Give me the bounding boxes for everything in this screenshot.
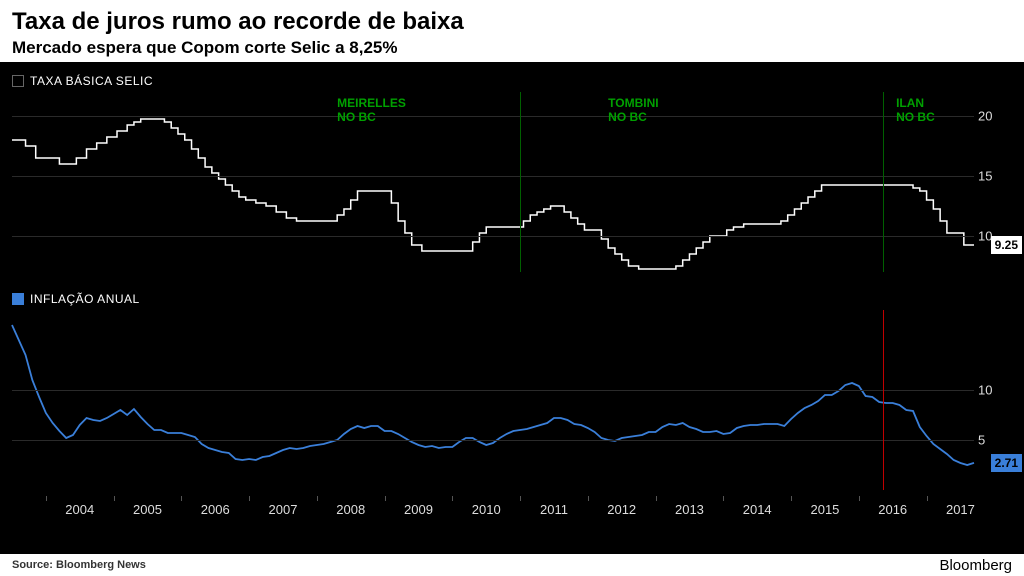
chart-container: Taxa de juros rumo ao recorde de baixa M… (0, 0, 1024, 576)
panel-selic: TAXA BÁSICA SELIC 101520MEIRELLES NO BCT… (12, 72, 974, 272)
y-tick-label: 20 (978, 109, 1016, 124)
gridline (12, 236, 974, 237)
legend-label-inflation: INFLAÇÃO ANUAL (30, 292, 140, 306)
x-tick-label: 2014 (743, 502, 772, 517)
x-tick-mark (520, 496, 521, 501)
annotation-label: ILAN NO BC (896, 96, 935, 124)
series-line (12, 119, 974, 269)
gridline (12, 176, 974, 177)
legend-selic: TAXA BÁSICA SELIC (12, 74, 153, 88)
x-tick-mark (249, 496, 250, 501)
gridline (12, 390, 974, 391)
footer: Source: Bloomberg News Bloomberg (0, 554, 1024, 576)
chart-area: TAXA BÁSICA SELIC 10 15 20 MEIRELLES NO BC T… (0, 72, 1024, 554)
x-tick-label: 2016 (878, 502, 907, 517)
x-tick-label: 2013 (675, 502, 704, 517)
x-tick-label: 2004 (65, 502, 94, 517)
panel-inflation: INFLAÇÃO ANUAL 5102.71 (12, 290, 974, 490)
x-tick-mark (656, 496, 657, 501)
x-tick-label: 2006 (201, 502, 230, 517)
chart-title: Taxa de juros rumo ao recorde de baixa (12, 8, 1012, 36)
x-tick-mark (452, 496, 453, 501)
legend-inflation: INFLAÇÃO ANUAL (12, 292, 140, 306)
legend-swatch-inflation (12, 293, 24, 305)
x-tick-mark (791, 496, 792, 501)
x-tick-label: 2008 (336, 502, 365, 517)
x-tick-label: 2015 (810, 502, 839, 517)
legend-swatch-selic (12, 75, 24, 87)
chart-subtitle: Mercado espera que Copom corte Selic a 8… (12, 38, 1012, 58)
x-tick-mark (385, 496, 386, 501)
x-tick-label: 2005 (133, 502, 162, 517)
x-tick-mark (46, 496, 47, 501)
marker-vline-red (883, 310, 884, 490)
x-tick-mark (317, 496, 318, 501)
x-tick-label: 2012 (607, 502, 636, 517)
plot-inflation: 5102.71 (12, 310, 974, 490)
x-tick-mark (723, 496, 724, 501)
x-tick-mark (859, 496, 860, 501)
series-line (12, 325, 974, 465)
x-tick-mark (181, 496, 182, 501)
end-value-label: 9.25 (991, 236, 1022, 254)
x-tick-mark (114, 496, 115, 501)
end-value-label: 2.71 (991, 454, 1022, 472)
y-tick-label: 10 (978, 382, 1016, 397)
gridline (12, 116, 974, 117)
annotation-label: TOMBINI NO BC (608, 96, 658, 124)
gridline (12, 440, 974, 441)
marker-vline (883, 92, 884, 272)
marker-vline (520, 92, 521, 272)
brand-text: Bloomberg (939, 557, 1012, 574)
x-axis: 2004 2005 2006 2007 2008 2009 2010 2011 2012 2013… (12, 496, 974, 526)
x-tick-label: 2009 (404, 502, 433, 517)
x-tick-mark (927, 496, 928, 501)
x-tick-label: 2010 (472, 502, 501, 517)
x-tick-mark (588, 496, 589, 501)
x-tick-label: 2017 (946, 502, 975, 517)
y-tick-label: 15 (978, 169, 1016, 184)
y-tick-label: 5 (978, 433, 1016, 448)
legend-label-selic: TAXA BÁSICA SELIC (30, 74, 153, 88)
x-tick-label: 2007 (269, 502, 298, 517)
plot-selic: 101520MEIRELLES NO BCTOMBINI NO BCILAN N… (12, 92, 974, 272)
x-tick-label: 2011 (540, 502, 568, 517)
annotation-label: MEIRELLES NO BC (337, 96, 406, 124)
source-text: Source: Bloomberg News (12, 559, 146, 571)
header: Taxa de juros rumo ao recorde de baixa M… (0, 0, 1024, 62)
